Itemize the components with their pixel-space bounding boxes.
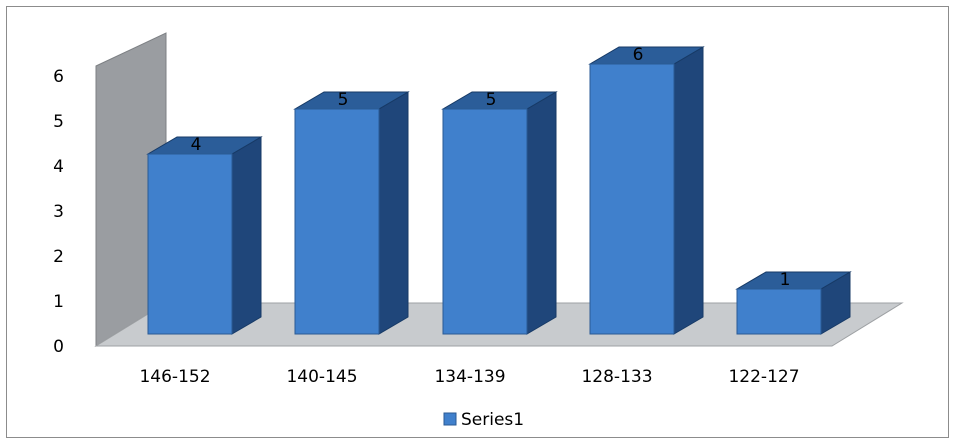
bar <box>147 153 233 335</box>
bar <box>294 108 380 335</box>
data-label: 4 <box>191 135 202 155</box>
y-tick-label: 1 <box>53 292 64 312</box>
y-tick-label: 4 <box>53 157 64 177</box>
bar <box>442 108 528 335</box>
bar-side <box>378 91 409 335</box>
legend-swatch <box>443 412 457 426</box>
data-label: 6 <box>633 45 644 65</box>
legend-label: Series1 <box>461 410 524 430</box>
data-label: 1 <box>780 270 791 290</box>
y-tick-label: 2 <box>53 247 64 267</box>
x-tick-label: 128-133 <box>581 367 652 387</box>
data-label: 5 <box>338 90 349 110</box>
bar-side <box>231 136 262 335</box>
x-tick-label: 122-127 <box>728 367 799 387</box>
data-label: 5 <box>486 90 497 110</box>
bar <box>589 63 675 335</box>
x-tick-label: 146-152 <box>139 367 210 387</box>
x-tick-label: 140-145 <box>286 367 357 387</box>
bar <box>736 288 822 335</box>
bar-side <box>673 46 704 335</box>
y-tick-label: 6 <box>53 67 64 87</box>
y-tick-label: 3 <box>53 202 64 222</box>
y-tick-label: 5 <box>53 112 64 132</box>
bar-side <box>526 91 557 335</box>
y-tick-label: 0 <box>53 337 64 357</box>
x-tick-label: 134-139 <box>434 367 505 387</box>
